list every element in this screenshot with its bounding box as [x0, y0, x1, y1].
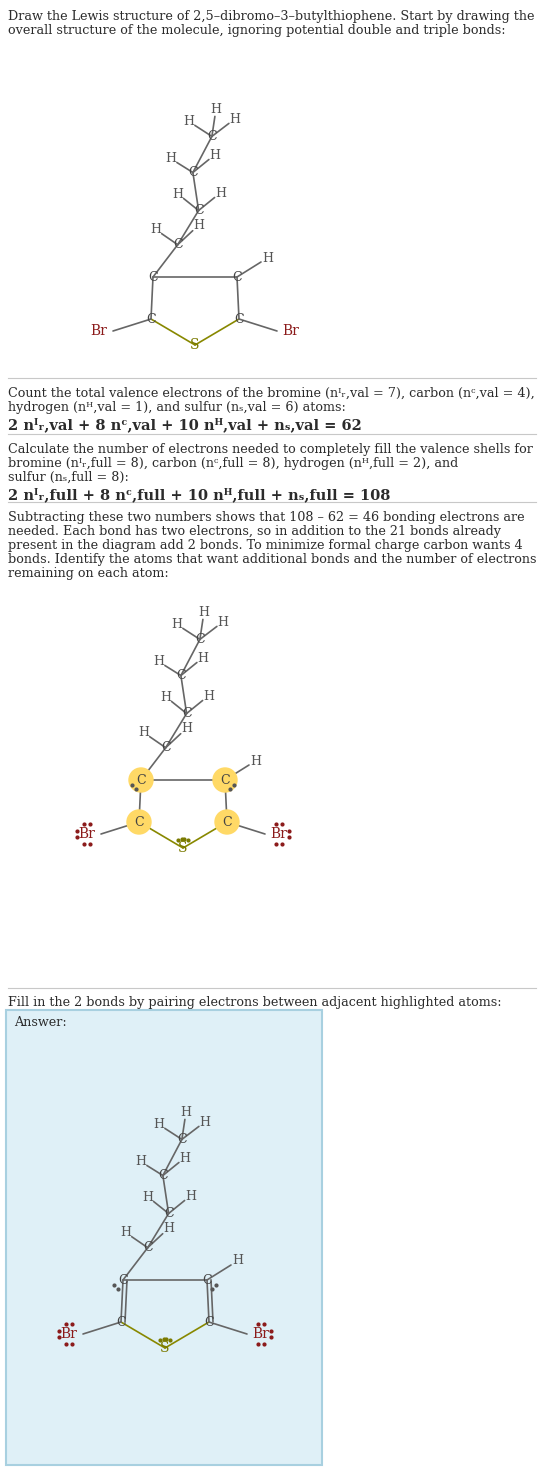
Text: C: C: [222, 815, 232, 828]
Text: H: H: [232, 1254, 244, 1268]
Circle shape: [127, 811, 151, 834]
Text: Count the total valence electrons of the bromine (nᴵᵣ,val = 7), carbon (nᶜ,val =: Count the total valence electrons of the…: [8, 388, 535, 399]
Text: H: H: [153, 1117, 164, 1131]
Text: C: C: [164, 1207, 174, 1220]
Text: H: H: [250, 755, 262, 768]
Text: H: H: [230, 113, 240, 125]
Text: H: H: [120, 1226, 131, 1240]
Text: C: C: [176, 669, 186, 682]
Text: H: H: [138, 727, 149, 738]
Text: C: C: [202, 1274, 212, 1287]
Text: C: C: [177, 1134, 187, 1145]
Text: 2 nᴵᵣ,val + 8 nᶜ,val + 10 nᴴ,val + nₛ,val = 62: 2 nᴵᵣ,val + 8 nᶜ,val + 10 nᴴ,val + nₛ,va…: [8, 417, 362, 432]
Text: H: H: [172, 189, 183, 200]
Text: H: H: [209, 149, 220, 162]
Circle shape: [213, 768, 237, 792]
Text: 2 nᴵᵣ,full + 8 nᶜ,full + 10 nᴴ,full + nₛ,full = 108: 2 nᴵᵣ,full + 8 nᶜ,full + 10 nᴴ,full + nₛ…: [8, 486, 391, 501]
Text: sulfur (nₛ,full = 8):: sulfur (nₛ,full = 8):: [8, 472, 129, 483]
Text: Br: Br: [78, 827, 95, 842]
FancyBboxPatch shape: [6, 1010, 322, 1465]
Text: remaining on each atom:: remaining on each atom:: [8, 567, 169, 579]
Text: S: S: [160, 1341, 170, 1355]
Text: hydrogen (nᴴ,val = 1), and sulfur (nₛ,val = 6) atoms:: hydrogen (nᴴ,val = 1), and sulfur (nₛ,va…: [8, 401, 346, 414]
Text: H: H: [211, 103, 221, 116]
Text: present in the diagram add 2 bonds. To minimize formal charge carbon wants 4: present in the diagram add 2 bonds. To m…: [8, 539, 523, 551]
Text: C: C: [116, 1315, 126, 1328]
Text: H: H: [181, 1106, 191, 1119]
Text: C: C: [188, 167, 197, 178]
Text: Br: Br: [282, 324, 299, 338]
Text: Br: Br: [60, 1327, 77, 1341]
Text: C: C: [136, 774, 146, 787]
Text: S: S: [190, 338, 200, 352]
Text: overall structure of the molecule, ignoring potential double and triple bonds:: overall structure of the molecule, ignor…: [8, 24, 505, 37]
Text: S: S: [178, 842, 188, 855]
Text: C: C: [204, 1315, 214, 1328]
Text: C: C: [194, 203, 203, 217]
Text: Br: Br: [270, 827, 287, 842]
Text: C: C: [195, 632, 205, 646]
Text: H: H: [203, 690, 214, 703]
Text: H: H: [185, 1190, 196, 1203]
Text: C: C: [158, 1169, 168, 1182]
Text: H: H: [165, 152, 176, 165]
Text: H: H: [199, 606, 209, 619]
Text: C: C: [148, 271, 158, 283]
Text: C: C: [134, 815, 144, 828]
Text: H: H: [218, 616, 228, 629]
Text: Answer:: Answer:: [14, 1016, 67, 1029]
Text: C: C: [234, 312, 244, 326]
Text: C: C: [182, 708, 191, 719]
Text: H: H: [150, 223, 161, 236]
Text: H: H: [135, 1156, 146, 1167]
Text: H: H: [193, 220, 204, 233]
Text: Br: Br: [90, 324, 107, 338]
Text: H: H: [163, 1222, 174, 1235]
Text: C: C: [173, 239, 183, 251]
Text: C: C: [143, 1241, 152, 1254]
Text: H: H: [200, 1116, 211, 1129]
Circle shape: [215, 811, 239, 834]
Text: bromine (nᴵᵣ,full = 8), carbon (nᶜ,full = 8), hydrogen (nᴴ,full = 2), and: bromine (nᴵᵣ,full = 8), carbon (nᶜ,full …: [8, 457, 458, 470]
Text: C: C: [161, 741, 170, 755]
Text: C: C: [118, 1274, 128, 1287]
Text: H: H: [142, 1191, 153, 1204]
Text: Draw the Lewis structure of 2,5–dibromo–3–butylthiophene. Start by drawing the: Draw the Lewis structure of 2,5–dibromo–…: [8, 10, 535, 24]
Text: Fill in the 2 bonds by pairing electrons between adjacent highlighted atoms:: Fill in the 2 bonds by pairing electrons…: [8, 996, 502, 1010]
Text: H: H: [183, 115, 194, 128]
Text: H: H: [181, 722, 192, 736]
Text: Subtracting these two numbers shows that 108 – 62 = 46 bonding electrons are: Subtracting these two numbers shows that…: [8, 511, 524, 523]
Text: H: H: [263, 252, 274, 264]
Text: needed. Each bond has two electrons, so in addition to the 21 bonds already: needed. Each bond has two electrons, so …: [8, 525, 501, 538]
Text: bonds. Identify the atoms that want additional bonds and the number of electrons: bonds. Identify the atoms that want addi…: [8, 553, 536, 566]
Text: H: H: [215, 187, 226, 200]
Text: Calculate the number of electrons needed to completely fill the valence shells f: Calculate the number of electrons needed…: [8, 444, 533, 455]
Text: C: C: [146, 312, 156, 326]
Text: C: C: [207, 130, 217, 143]
Text: H: H: [171, 618, 182, 631]
Text: Br: Br: [252, 1327, 269, 1341]
Text: C: C: [220, 774, 230, 787]
Text: C: C: [232, 271, 242, 283]
Text: H: H: [180, 1153, 190, 1164]
Text: H: H: [153, 654, 164, 668]
Text: H: H: [197, 652, 208, 665]
Text: H: H: [160, 691, 171, 705]
Circle shape: [129, 768, 153, 792]
